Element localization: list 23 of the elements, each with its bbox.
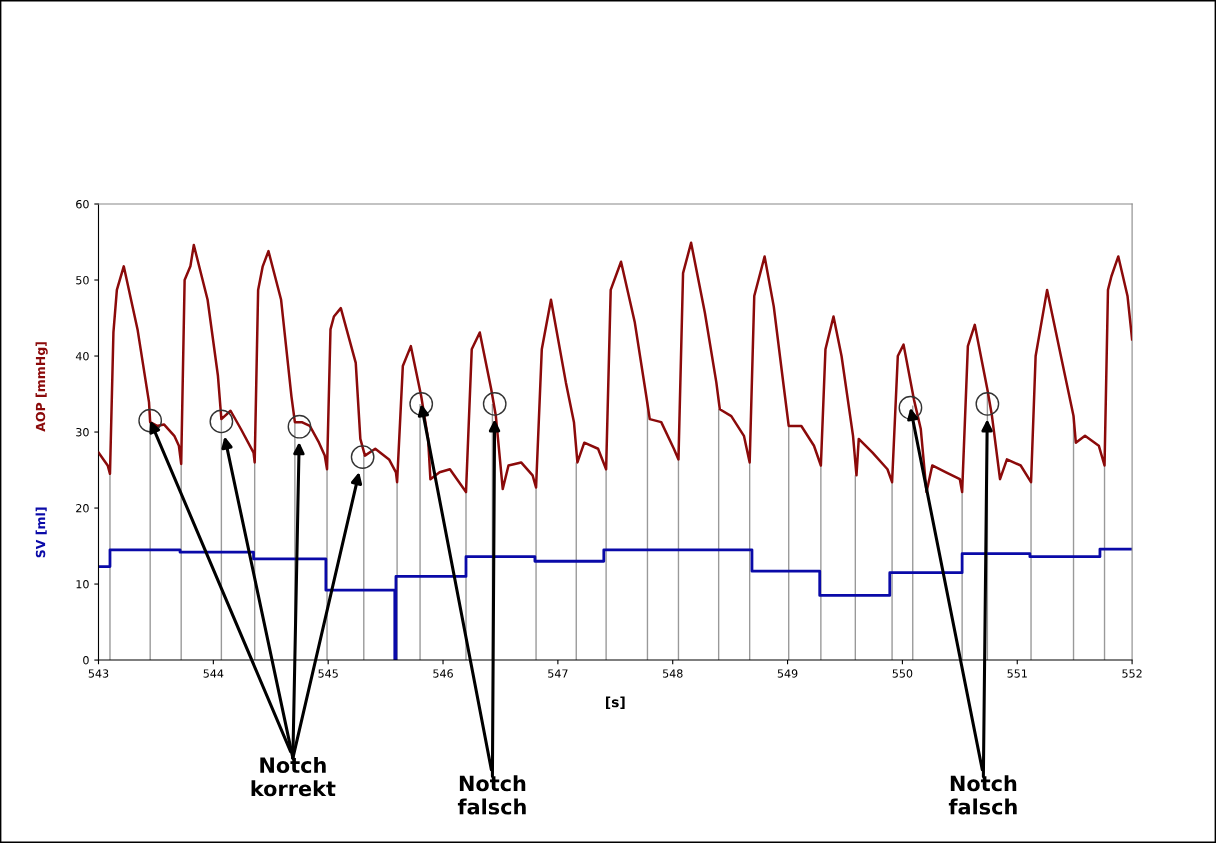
y-tick-label: 10 (76, 580, 89, 589)
y-tick-label: 20 (76, 504, 89, 513)
x-tick-label: 552 (1122, 669, 1142, 678)
x-tick-label: 548 (662, 669, 683, 678)
x-tick-label: 546 (433, 669, 453, 678)
x-tick-label: 547 (548, 669, 568, 678)
x-tick-label: 545 (318, 669, 338, 678)
annotation: Notch korrekt (251, 756, 336, 797)
annotation: Notch falsch (457, 775, 526, 815)
y-tick-label: 0 (83, 656, 89, 665)
x-axis-title: [s] (606, 696, 625, 709)
y-tick-label: 40 (75, 352, 89, 361)
y-tick-label: 50 (76, 275, 89, 285)
x-tick-label: 549 (777, 669, 798, 678)
x-tick-label: 544 (203, 669, 224, 678)
x-tick-label: 543 (88, 669, 109, 678)
y-tick-label: 60 (76, 199, 89, 209)
x-tick-label: 550 (892, 669, 913, 678)
text: AOP [mmHg] (35, 342, 48, 432)
y-tick-label: 30 (76, 428, 89, 437)
x-tick-label: 551 (1007, 669, 1027, 678)
annotation: Notch falsch (948, 775, 1017, 815)
text: SV [ml] (35, 507, 47, 558)
